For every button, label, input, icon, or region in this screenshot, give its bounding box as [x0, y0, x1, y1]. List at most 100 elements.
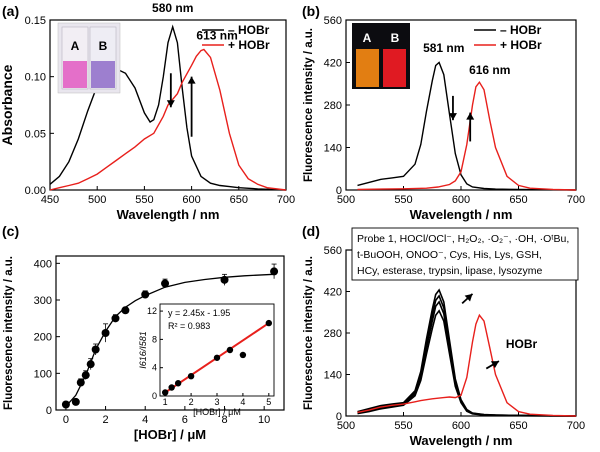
d-y-tick-label: 140 [324, 370, 342, 382]
c-inset-point [265, 319, 273, 327]
b-y-tick-label: 140 [324, 143, 342, 155]
d-series-line [357, 294, 577, 417]
d-x-tick-label: 700 [567, 420, 585, 432]
c-x-tick-label: 6 [182, 414, 188, 426]
c-y-tick-label: 0 [46, 405, 52, 417]
b-x-tick-label: 550 [394, 194, 412, 206]
a-plot-frame [49, 19, 287, 191]
c-inset-y-tick-label: 4 [152, 363, 157, 373]
d-y-tick-label: 0 [336, 411, 342, 423]
d-series-line [357, 309, 577, 417]
a-x-tick-label: 650 [230, 194, 248, 206]
panel-label-a: (a) [2, 3, 19, 19]
b-cuvette-a-fluid [356, 49, 379, 87]
d-x-tick-label: 500 [337, 420, 355, 432]
c-inset-r2: R² = 0.983 [168, 321, 210, 331]
c-data-point [270, 267, 279, 276]
a-inset-label-b: B [99, 39, 108, 53]
panel-label-d: (d) [302, 223, 320, 239]
a-y-tick-label: 0.10 [25, 72, 46, 84]
c-data-point [141, 290, 150, 299]
a-x-axis-title: Wavelength / nm [117, 207, 220, 222]
d-analyte-line: t-BuOOH, ONOO⁻, Cys, His, Lys, GSH, [357, 249, 542, 261]
a-x-tick-label: 600 [182, 194, 200, 206]
c-inset-x-tick-label: 3 [214, 397, 219, 407]
b-series-line [357, 80, 577, 191]
panel-label-c: (c) [2, 223, 19, 239]
b-increase-arrow-head [466, 112, 475, 120]
c-y-tick-label: 200 [34, 332, 52, 344]
c-inset-x-tick-label: 2 [189, 397, 194, 407]
c-inset-point [187, 372, 195, 380]
a-x-tick-label: 500 [88, 194, 106, 206]
d-x-axis-title: Wavelength / nm [410, 433, 513, 448]
b-x-axis-title: Wavelength / nm [410, 207, 513, 222]
b-decrease-arrow-head [448, 113, 457, 121]
d-y-tick-label: 560 [324, 245, 342, 257]
c-inset-point [161, 389, 169, 396]
panel-label-b: (b) [302, 3, 320, 19]
a-series-line [49, 24, 287, 191]
d-x-tick-label: 550 [394, 420, 412, 432]
d-series-line [357, 300, 577, 417]
c-inset-point [213, 354, 221, 361]
d-analyte-line: Probe 1, HOCl/OCl⁻, H₂O₂, ·O₂⁻, ·OH, ·Oᵗ… [357, 233, 569, 245]
d-series-line [357, 313, 577, 417]
d-x-tick-label: 650 [509, 420, 527, 432]
d-series-line [357, 288, 577, 417]
b-x-tick-label: 500 [337, 194, 355, 206]
c-data-point [71, 397, 80, 406]
c-inset-x-title: [HOBr] / μM [193, 407, 241, 417]
c-data-point [220, 275, 229, 284]
a-x-tick-label: 700 [277, 194, 295, 206]
a-cuvette-a-fluid [63, 61, 87, 88]
c-y-axis-title: Fluorescence intensity / a.u. [3, 256, 15, 410]
a-cuvette-b-fluid [91, 61, 115, 88]
a-legend-label: – HOBr [228, 23, 270, 37]
d-y-axis-title: Fluorescence intensity / a.u. [303, 256, 315, 410]
a-x-tick-label: 450 [41, 194, 59, 206]
panel-b-fluorescence-chart: 500 550 600 650 700 0 140 280 420 560 Wavelength /… [303, 15, 585, 222]
c-x-tick-label: 10 [258, 414, 270, 426]
a-series-line [49, 48, 287, 191]
d-analyte-line: HCy, esterase, trypsin, lipase, lysozyme [357, 265, 543, 277]
a-increase-arrow-head [187, 76, 196, 84]
a-legend-label: + HOBr [228, 38, 270, 52]
b-x-tick-label: 600 [452, 194, 470, 206]
a-decrease-arrow-head [166, 100, 175, 108]
c-inset-point [226, 346, 234, 354]
b-y-tick-label: 560 [324, 15, 342, 27]
c-inset-y-tick-label: 12 [147, 306, 157, 316]
c-data-point [81, 371, 90, 380]
c-inset-point [239, 351, 247, 359]
a-x-tick-label: 550 [135, 194, 153, 206]
c-x-tick-label: 8 [221, 414, 227, 426]
panel-a-absorbance-chart: 450 500 550 600 650 700 0.00 0.05 0.10 0.15 Wavele… [0, 1, 295, 222]
c-data-point [61, 400, 70, 409]
b-y-tick-label: 420 [324, 58, 342, 70]
c-inset-x-tick-label: 5 [266, 397, 271, 407]
a-y-tick-label: 0.00 [25, 185, 46, 197]
d-y-tick-label: 420 [324, 287, 342, 299]
b-x-tick-label: 700 [567, 194, 585, 206]
b-legend-label: + HOBr [500, 38, 542, 52]
d-y-tick-label: 280 [324, 328, 342, 340]
c-inset-y-title: I616/I581 [138, 331, 148, 369]
b-cuvette-b-fluid [383, 49, 406, 87]
c-inset-y-tick-label: 8 [152, 334, 157, 344]
c-y-tick-label: 100 [34, 368, 52, 380]
a-peak-613-label: 613 nm [196, 28, 237, 42]
c-inset-point [174, 380, 182, 387]
c-x-tick-label: 4 [142, 414, 148, 426]
c-y-tick-label: 400 [34, 258, 52, 270]
c-inset-point [168, 384, 175, 391]
b-peak-616-label: 616 nm [469, 63, 510, 77]
c-data-point [161, 279, 170, 288]
b-y-tick-label: 0 [336, 185, 342, 197]
d-arrow-hobr-head [490, 361, 499, 369]
b-inset-label-b: B [391, 31, 400, 45]
d-x-tick-label: 600 [452, 420, 470, 432]
a-peak-580-label: 580 nm [152, 1, 193, 15]
a-y-axis-title: Absorbance [0, 64, 15, 145]
